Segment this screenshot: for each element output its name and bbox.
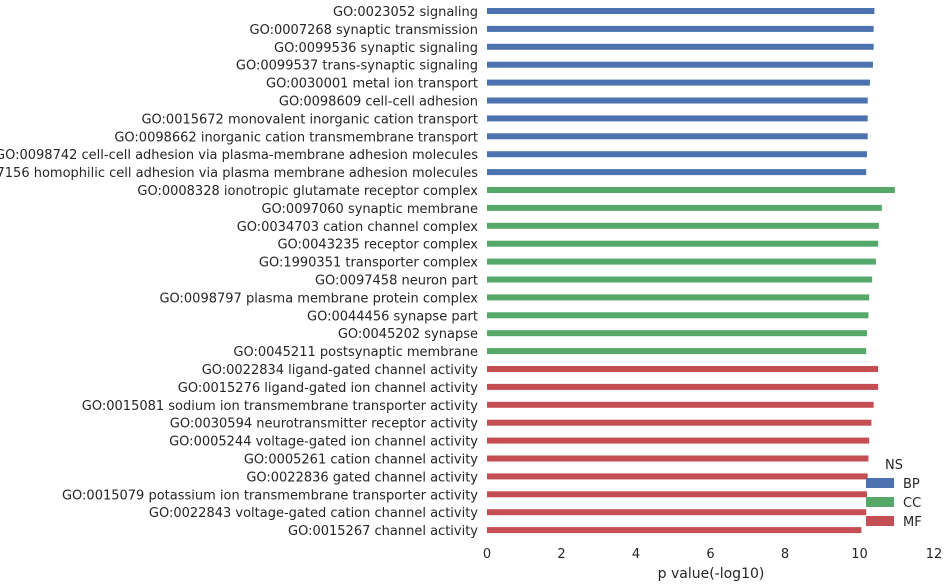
category-label: GO:0015672 monovalent inorganic cation t… <box>141 112 478 127</box>
bar-cc <box>487 258 876 265</box>
x-tick-label: 2 <box>557 547 565 562</box>
category-label: GO:0097060 synaptic membrane <box>261 202 478 217</box>
bar-mf <box>487 366 879 372</box>
bar-mf <box>487 437 870 444</box>
category-label: GO:0099537 trans-synaptic signaling <box>236 59 478 74</box>
bar-bp <box>487 79 870 86</box>
bar-cc <box>487 222 879 229</box>
bar-bp <box>487 169 867 176</box>
category-labels: GO:0023052 signaling GO:0007268 synaptic … <box>0 5 478 539</box>
bar-cc <box>487 312 869 319</box>
bar-bp <box>487 8 875 14</box>
bar-mf <box>487 509 867 516</box>
bar-bp <box>487 151 867 158</box>
category-label: GO:0015079 potassium ion transmembrane t… <box>62 488 478 503</box>
x-tick-label: 0 <box>483 547 491 562</box>
legend-label: CC <box>903 496 921 511</box>
category-label: GO:0098609 cell-cell adhesion <box>279 95 478 110</box>
legend: NS BP CC MF <box>866 458 922 530</box>
category-label: GO:0045202 synapse <box>338 327 478 342</box>
category-label: GO:0022843 voltage-gated cation channel … <box>149 506 478 521</box>
category-label: GO:0034703 cation channel complex <box>237 220 479 235</box>
category-label: GO:1990351 transporter complex <box>259 256 478 271</box>
bar-mf <box>487 491 867 498</box>
category-label: GO:0007156 homophilic cell adhesion via … <box>0 166 478 181</box>
legend-label: BP <box>903 477 920 492</box>
bar-mf <box>487 455 869 462</box>
category-label: GO:0023052 signaling <box>333 5 478 20</box>
x-axis: 0 2 4 6 8 10 12 <box>483 547 942 562</box>
bar-mf <box>487 419 872 426</box>
bar-bp <box>487 25 874 32</box>
category-label: GO:0007268 synaptic transmission <box>250 23 478 38</box>
category-label: GO:0044456 synapse part <box>307 309 478 324</box>
x-tick-label: 10 <box>851 547 868 562</box>
category-label: GO:0098742 cell-cell adhesion via plasma… <box>0 148 478 163</box>
category-label: GO:0097458 neuron part <box>315 274 478 289</box>
category-label: GO:0015267 channel activity <box>288 524 478 539</box>
bar-bp <box>487 115 868 122</box>
category-label: GO:0022836 gated channel activity <box>246 470 478 485</box>
category-label: GO:0015276 ligand-gated ion channel acti… <box>178 381 479 396</box>
legend-swatch-bp <box>866 478 894 488</box>
category-label: GO:0030001 metal ion transport <box>266 77 478 92</box>
bar-bp <box>487 43 874 50</box>
bar-cc <box>487 276 873 283</box>
category-label: GO:0098662 inorganic cation transmembran… <box>114 130 478 145</box>
x-axis-label: p value(-log10) <box>658 566 765 582</box>
category-label: GO:0098797 plasma membrane protein compl… <box>159 291 478 306</box>
bar-mf <box>487 473 868 480</box>
legend-title: NS <box>885 458 903 473</box>
x-tick-label: 8 <box>781 547 789 562</box>
bar-cc <box>487 294 870 301</box>
bar-cc <box>487 187 895 193</box>
legend-swatch-cc <box>866 497 894 507</box>
bar-cc <box>487 204 882 211</box>
category-label: GO:0008328 ionotropic glutamate receptor… <box>137 184 478 199</box>
x-tick-label: 6 <box>706 547 714 562</box>
bar-cc <box>487 348 867 355</box>
category-label: GO:0005244 voltage-gated ion channel act… <box>169 435 478 450</box>
bar-cc <box>487 240 879 247</box>
bar-bp <box>487 97 868 104</box>
category-label: GO:0045211 postsynaptic membrane <box>233 345 478 360</box>
legend-label: MF <box>903 515 922 530</box>
category-label: GO:0030594 neurotransmitter receptor act… <box>170 417 479 432</box>
bar-mf <box>487 527 862 534</box>
bars-layer <box>487 8 895 534</box>
x-tick-label: 12 <box>926 547 943 562</box>
bar-bp <box>487 61 873 68</box>
bar-mf <box>487 401 874 408</box>
x-tick-label: 4 <box>632 547 640 562</box>
category-label: GO:0015081 sodium ion transmembrane tran… <box>82 399 478 414</box>
bar-mf <box>487 383 879 390</box>
category-label: GO:0099536 synaptic signaling <box>274 41 478 56</box>
category-label: GO:0043235 receptor complex <box>277 238 478 253</box>
category-label: GO:0005261 cation channel activity <box>244 453 478 468</box>
category-label: GO:0022834 ligand-gated channel activity <box>202 363 479 378</box>
bar-bp <box>487 133 868 140</box>
legend-swatch-mf <box>866 516 894 526</box>
bar-cc <box>487 330 867 337</box>
